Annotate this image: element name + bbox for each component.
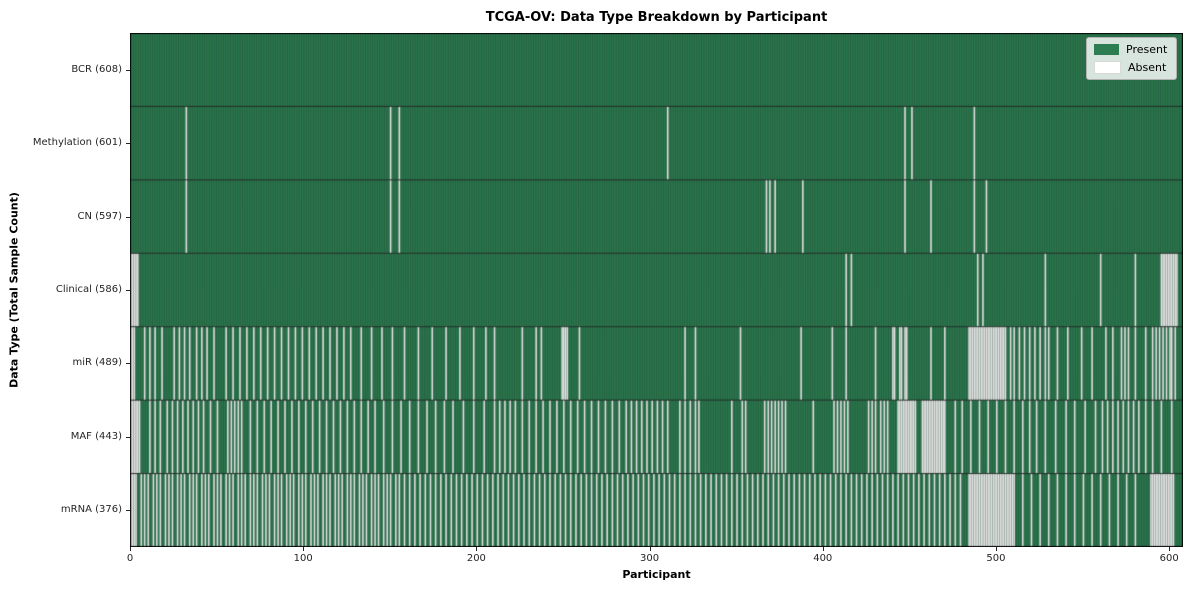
y-tick-label-Methylation: Methylation (601): [32, 137, 122, 149]
x-tick-mark: [303, 547, 305, 551]
y-tick-label-CN: CN (597): [77, 210, 122, 222]
y-tick-mark: [126, 436, 130, 438]
presence-matrix-canvas: [130, 33, 1183, 547]
y-tick-mark: [126, 363, 130, 365]
x-tick-mark: [822, 547, 824, 551]
y-tick-label-mRNA: mRNA (376): [60, 504, 122, 516]
x-tick-label-600: 600: [1159, 553, 1179, 564]
x-tick-label-400: 400: [813, 553, 833, 564]
x-tick-mark: [130, 547, 131, 551]
absent-swatch: [1094, 61, 1121, 74]
y-tick-mark: [126, 143, 130, 145]
x-tick-mark: [1169, 547, 1171, 551]
x-tick-mark: [649, 547, 651, 551]
chart-title: TCGA-OV: Data Type Breakdown by Particip…: [485, 10, 828, 25]
y-tick-mark: [126, 69, 130, 71]
y-tick-label-Clinical: Clinical (586): [55, 284, 122, 295]
x-tick-mark: [476, 547, 478, 551]
y-tick-mark: [126, 290, 130, 291]
x-axis-label: Participant: [622, 568, 691, 581]
x-tick-mark: [995, 547, 997, 551]
legend-item-present: Present: [1094, 43, 1167, 56]
legend: Present Absent: [1086, 37, 1178, 80]
x-tick-label-200: 200: [466, 553, 486, 564]
x-tick-label-0: 0: [126, 553, 134, 564]
y-tick-mark: [126, 510, 130, 512]
y-tick-mark: [126, 216, 130, 218]
x-tick-label-100: 100: [293, 553, 313, 564]
y-tick-label-BCR: BCR (608): [71, 63, 122, 75]
y-tick-label-miR: miR (489): [72, 357, 122, 369]
legend-label-absent: Absent: [1128, 61, 1167, 74]
y-tick-label-MAF: MAF (443): [70, 430, 122, 442]
x-tick-label-500: 500: [986, 553, 1006, 564]
present-swatch: [1094, 44, 1119, 55]
x-tick-label-300: 300: [640, 553, 660, 564]
legend-label-present: Present: [1126, 43, 1168, 56]
legend-item-absent: Absent: [1094, 61, 1167, 74]
